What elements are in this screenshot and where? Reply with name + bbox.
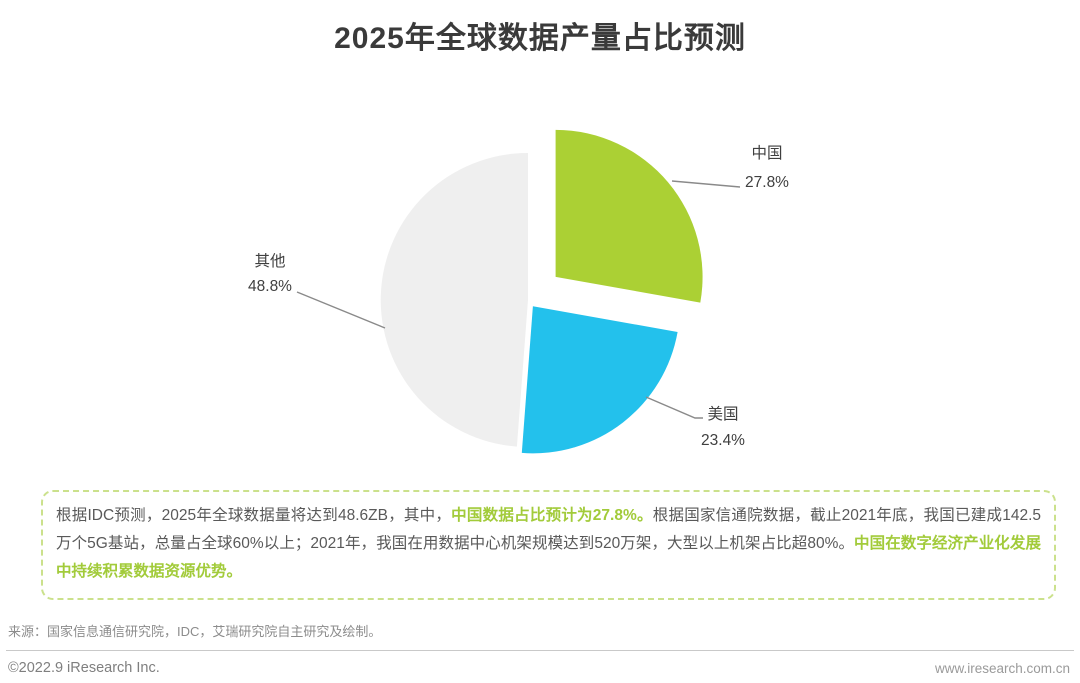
label-others-pct: 48.8% xyxy=(248,278,292,295)
analysis-text-1: 根据IDC预测，2025年全球数据量将达到48.6ZB，其中， xyxy=(56,507,452,524)
leader-line-others xyxy=(296,291,386,329)
label-usa-pct: 23.4% xyxy=(701,432,745,449)
footer: ©2022.9 iResearch Inc. www.iresearch.com… xyxy=(6,650,1074,683)
label-others-name: 其他 xyxy=(254,253,286,270)
label-china-name: 中国 xyxy=(751,145,783,162)
label-usa-name: 美国 xyxy=(707,406,739,423)
analysis-highlight-2: 中国在数字经济产业化发展中持续积累数据资源优势。 xyxy=(56,535,1041,580)
pie-slices xyxy=(380,129,703,454)
leader-line-china xyxy=(671,180,741,188)
pie-slice-china xyxy=(555,129,703,303)
source-note: 来源：国家信息通信研究院，IDC，艾瑞研究院自主研究及绘制。 xyxy=(8,624,382,639)
website-text: www.iresearch.com.cn xyxy=(934,660,1070,676)
pie-slice-usa xyxy=(521,306,678,454)
copyright-text: ©2022.9 iResearch Inc. xyxy=(8,660,160,676)
label-china: 中国 27.8% xyxy=(712,139,822,197)
pie-chart-svg xyxy=(296,129,741,454)
leader-line-usa xyxy=(645,396,703,419)
label-others: 其他 48.8% xyxy=(215,249,325,299)
pie-chart-area: 中国 27.8% 美国 23.4% 其他 48.8% xyxy=(215,129,822,454)
analysis-box: 根据IDC预测，2025年全球数据量将达到48.6ZB，其中，中国数据占比预计为… xyxy=(41,490,1056,600)
analysis-text-2: 根据国家信通院数据，截止2021年底，我国已建成142.5万个5G基站，总量占全… xyxy=(56,507,1042,552)
page-title: 2025年全球数据产量占比预测 xyxy=(334,22,746,55)
analysis-highlight-1: 中国数据占比预计为27.8%。 xyxy=(451,507,653,524)
pie-slice-others xyxy=(380,152,528,447)
label-usa: 美国 23.4% xyxy=(668,402,778,454)
label-china-pct: 27.8% xyxy=(745,174,789,191)
